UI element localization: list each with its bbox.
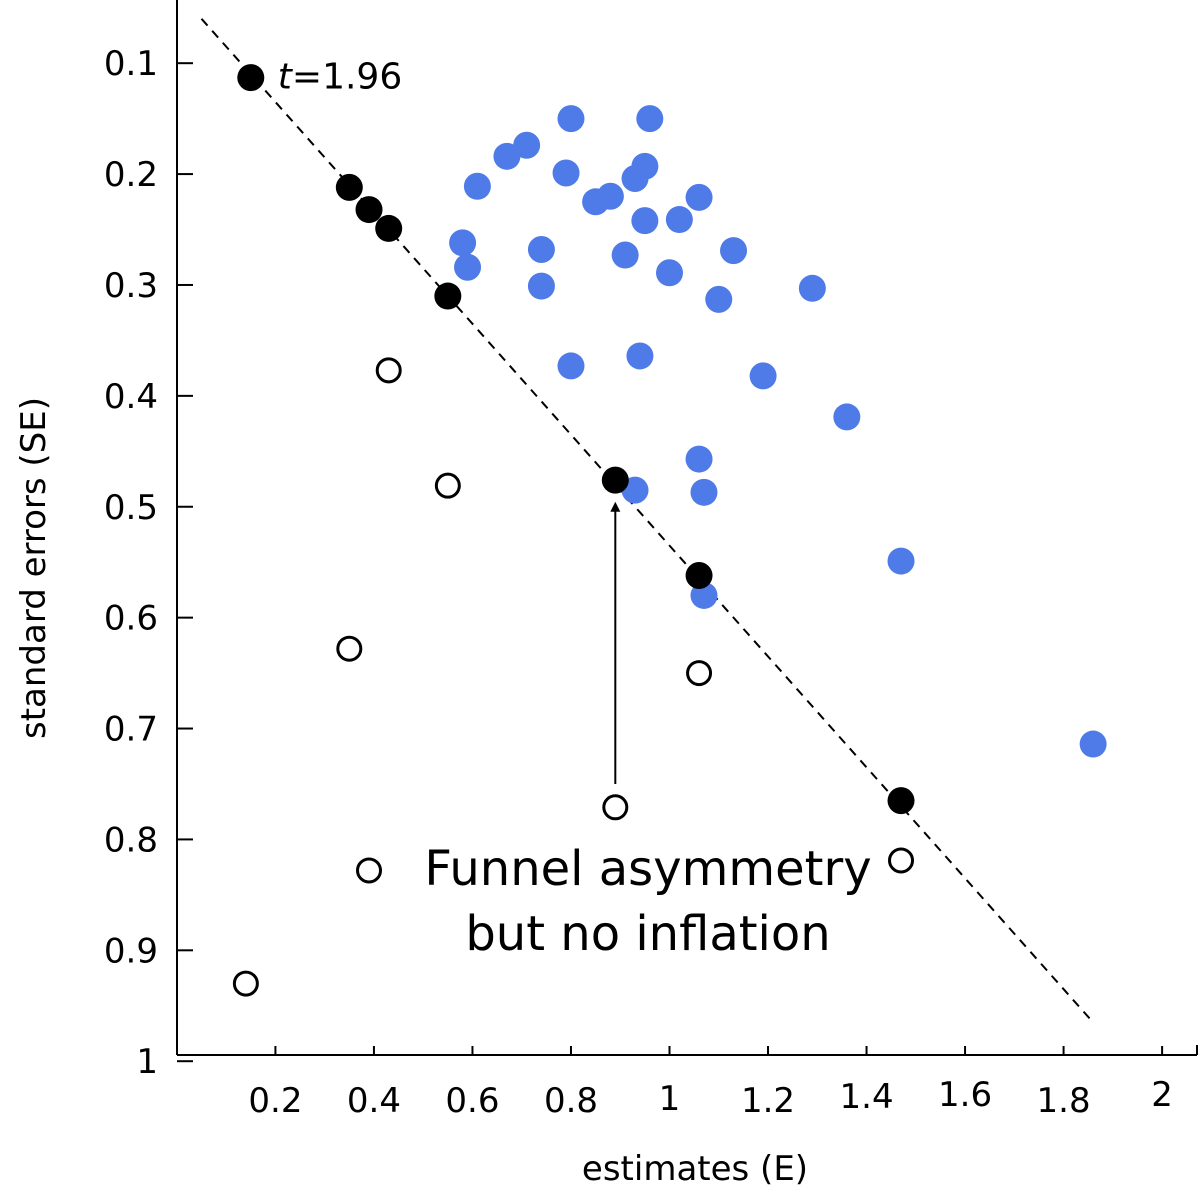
- blue-filled-point: [1079, 730, 1107, 758]
- open-circle-point: [686, 660, 713, 687]
- blue-filled-point: [527, 272, 555, 300]
- blue-filled-point: [552, 159, 580, 187]
- black-filled-point: [355, 196, 383, 224]
- y-tick-label: 0.2: [104, 155, 158, 195]
- blue-filled-point: [690, 478, 718, 506]
- annotation-line-1: Funnel asymmetry: [424, 841, 871, 897]
- t-196-label: t=1.96: [278, 57, 402, 98]
- blue-filled-point: [749, 362, 777, 390]
- data-points: [232, 64, 1107, 997]
- x-axis-title: estimates (E): [582, 1149, 808, 1189]
- open-circle-point: [336, 635, 363, 662]
- y-tick-label: 1: [136, 1042, 158, 1082]
- y-tick-label: 0.1: [104, 44, 158, 84]
- y-tick-label: 0.5: [104, 488, 158, 528]
- y-tick-label: 0.6: [104, 599, 158, 639]
- blue-filled-point: [665, 206, 693, 234]
- black-filled-point: [237, 64, 265, 92]
- blue-filled-point: [798, 274, 826, 302]
- blue-filled-point: [449, 229, 477, 257]
- blue-filled-point: [636, 105, 664, 133]
- blue-filled-point: [454, 253, 482, 281]
- blue-filled-point: [621, 165, 649, 193]
- blue-filled-point: [557, 105, 585, 133]
- black-filled-point: [335, 173, 363, 201]
- open-circle-point: [888, 847, 915, 874]
- blue-filled-point: [631, 207, 659, 235]
- open-circle-point: [602, 794, 629, 821]
- open-circle-point: [434, 472, 461, 499]
- x-tick-label: 1.8: [1037, 1081, 1091, 1121]
- blue-filled-point: [611, 241, 639, 269]
- y-axis-title: standard errors (SE): [14, 397, 54, 739]
- x-tick-label: 0.6: [445, 1081, 499, 1121]
- x-tick-label: 1: [659, 1079, 681, 1119]
- blue-filled-point: [527, 235, 555, 263]
- annotation-line-2: but no inflation: [465, 906, 830, 962]
- x-tick-label: 0.8: [544, 1081, 598, 1121]
- axes: [176, 0, 1198, 1056]
- blue-filled-point: [596, 182, 624, 210]
- black-filled-point: [434, 282, 462, 310]
- blue-filled-point: [557, 352, 585, 380]
- x-tick-label: 0.4: [347, 1081, 401, 1121]
- black-filled-point: [887, 787, 915, 815]
- blue-filled-point: [656, 259, 683, 287]
- y-tick-label: 0.7: [104, 710, 158, 750]
- annotation-open-circle-marker: [356, 857, 383, 884]
- y-tick-label: 0.3: [104, 266, 158, 306]
- blue-filled-point: [833, 403, 861, 431]
- open-circle-point: [375, 357, 402, 384]
- blue-filled-point: [720, 237, 748, 265]
- blue-filled-point: [685, 183, 713, 211]
- x-tick-label: 2: [1151, 1075, 1173, 1115]
- blue-filled-point: [626, 342, 654, 370]
- x-tick-label: 1.4: [840, 1077, 894, 1117]
- black-filled-point: [685, 562, 713, 590]
- y-tick-label: 0.4: [104, 377, 158, 417]
- x-tick-label: 1.2: [741, 1081, 795, 1121]
- black-filled-point: [601, 466, 629, 494]
- blue-filled-point: [685, 445, 713, 473]
- open-circle-point: [232, 970, 259, 997]
- black-filled-point: [375, 214, 403, 242]
- ticks: 0.2 0.4 0.6 0.8 1 1.2 1.4 1.6 1.8 2 0.1 0.2 0.3 0.4 0.…: [104, 44, 1173, 1121]
- y-tick-label: 0.9: [104, 931, 158, 971]
- blue-filled-point: [705, 285, 733, 313]
- blue-filled-point: [513, 131, 541, 159]
- y-tick-label: 0.8: [104, 820, 158, 860]
- blue-filled-point: [463, 172, 491, 200]
- x-tick-label: 1.6: [938, 1075, 992, 1115]
- x-tick-label: 0.2: [248, 1081, 302, 1121]
- blue-filled-point: [887, 547, 915, 575]
- blue-filled-point: [493, 142, 521, 170]
